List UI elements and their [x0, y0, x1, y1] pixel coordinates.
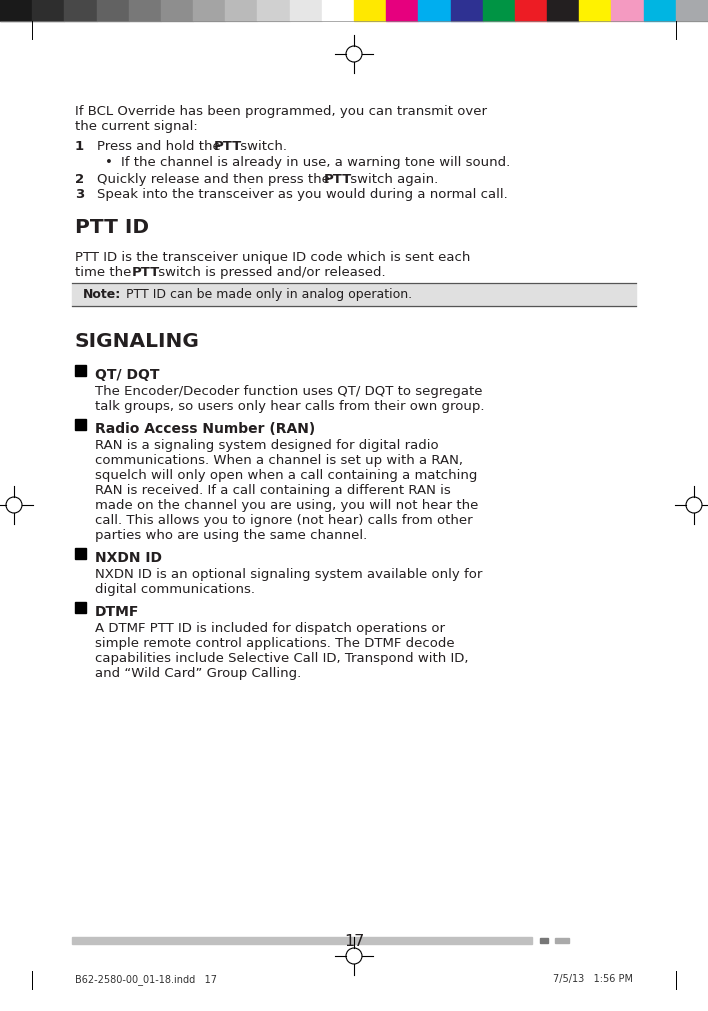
Text: Press and hold the: Press and hold the — [97, 140, 225, 153]
Bar — [193, 0, 225, 22]
Text: squelch will only open when a call containing a matching: squelch will only open when a call conta… — [95, 468, 477, 481]
Bar — [75, 420, 86, 431]
Text: PTT ID is the transceiver unique ID code which is sent each: PTT ID is the transceiver unique ID code… — [75, 251, 470, 264]
Text: time the: time the — [75, 266, 136, 279]
Bar — [612, 0, 644, 22]
Bar — [75, 548, 86, 559]
Bar — [32, 0, 64, 22]
Bar — [515, 0, 547, 22]
Text: capabilities include Selective Call ID, Transpond with ID,: capabilities include Selective Call ID, … — [95, 651, 469, 664]
Bar — [418, 0, 450, 22]
Bar — [96, 0, 129, 22]
Text: PTT: PTT — [324, 173, 353, 186]
Bar — [676, 0, 708, 22]
Bar — [72, 285, 636, 306]
Bar — [354, 0, 386, 22]
Bar — [547, 0, 579, 22]
Text: call. This allows you to ignore (not hear) calls from other: call. This allows you to ignore (not hea… — [95, 514, 473, 527]
Text: QT/ DQT: QT/ DQT — [95, 368, 159, 381]
Bar — [555, 938, 569, 943]
Bar — [64, 0, 96, 22]
Text: switch again.: switch again. — [346, 173, 438, 186]
Text: SIGNALING: SIGNALING — [75, 332, 200, 351]
Bar — [483, 0, 515, 22]
Text: 3: 3 — [75, 188, 84, 201]
Text: Quickly release and then press the: Quickly release and then press the — [97, 173, 334, 186]
Bar — [579, 0, 612, 22]
Text: Radio Access Number (RAN): Radio Access Number (RAN) — [95, 422, 315, 436]
Text: RAN is a signaling system designed for digital radio: RAN is a signaling system designed for d… — [95, 439, 439, 452]
Text: The Encoder/Decoder function uses QT/ DQT to segregate: The Encoder/Decoder function uses QT/ DQ… — [95, 384, 482, 397]
Text: made on the channel you are using, you will not hear the: made on the channel you are using, you w… — [95, 498, 479, 512]
Text: the current signal:: the current signal: — [75, 120, 198, 132]
Bar — [290, 0, 322, 22]
Text: Note:: Note: — [83, 288, 121, 300]
Bar — [72, 937, 532, 944]
Bar — [75, 366, 86, 377]
Bar — [540, 938, 548, 943]
Text: 7/5/13   1:56 PM: 7/5/13 1:56 PM — [553, 973, 633, 983]
Text: switch.: switch. — [236, 140, 287, 153]
Text: PTT: PTT — [132, 266, 160, 279]
Text: and “Wild Card” Group Calling.: and “Wild Card” Group Calling. — [95, 666, 301, 679]
Text: communications. When a channel is set up with a RAN,: communications. When a channel is set up… — [95, 454, 463, 466]
Text: digital communications.: digital communications. — [95, 582, 255, 595]
Text: Speak into the transceiver as you would during a normal call.: Speak into the transceiver as you would … — [97, 188, 508, 201]
Text: 17: 17 — [344, 933, 364, 948]
Bar — [129, 0, 161, 22]
Text: A DTMF PTT ID is included for dispatch operations or: A DTMF PTT ID is included for dispatch o… — [95, 622, 445, 634]
Bar — [258, 0, 290, 22]
Bar — [386, 0, 418, 22]
Bar — [161, 0, 193, 22]
Bar — [450, 0, 483, 22]
Text: PTT ID can be made only in analog operation.: PTT ID can be made only in analog operat… — [118, 288, 412, 300]
Bar — [225, 0, 258, 22]
Text: 2: 2 — [75, 173, 84, 186]
Bar — [75, 603, 86, 614]
Text: B62-2580-00_01-18.indd   17: B62-2580-00_01-18.indd 17 — [75, 973, 217, 984]
Text: parties who are using the same channel.: parties who are using the same channel. — [95, 529, 367, 542]
Text: talk groups, so users only hear calls from their own group.: talk groups, so users only hear calls fr… — [95, 399, 484, 412]
Text: PTT: PTT — [214, 140, 242, 153]
Text: DTMF: DTMF — [95, 605, 139, 619]
Text: If BCL Override has been programmed, you can transmit over: If BCL Override has been programmed, you… — [75, 105, 487, 118]
Bar — [322, 0, 354, 22]
Text: simple remote control applications. The DTMF decode: simple remote control applications. The … — [95, 636, 455, 649]
Text: NXDN ID is an optional signaling system available only for: NXDN ID is an optional signaling system … — [95, 567, 482, 580]
Text: •: • — [105, 156, 113, 169]
Bar — [0, 0, 32, 22]
Text: switch is pressed and/or released.: switch is pressed and/or released. — [154, 266, 386, 279]
Text: 1: 1 — [75, 140, 84, 153]
Text: If the channel is already in use, a warning tone will sound.: If the channel is already in use, a warn… — [121, 156, 510, 169]
Bar — [644, 0, 676, 22]
Text: RAN is received. If a call containing a different RAN is: RAN is received. If a call containing a … — [95, 483, 451, 496]
Text: PTT ID: PTT ID — [75, 217, 149, 237]
Text: NXDN ID: NXDN ID — [95, 550, 162, 564]
